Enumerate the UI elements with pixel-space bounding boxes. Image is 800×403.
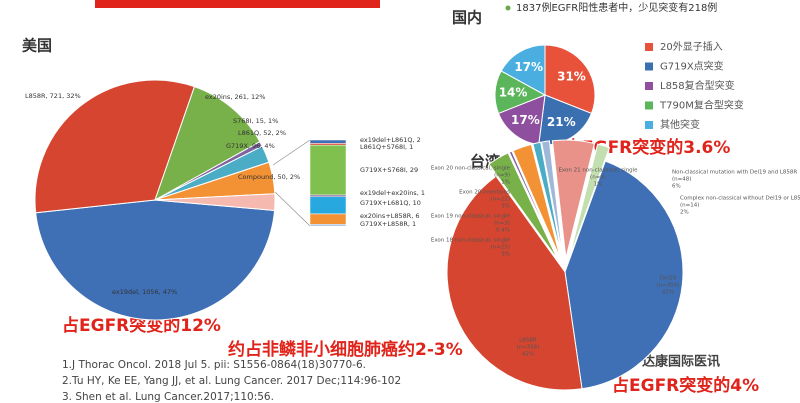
segment-label: ex19del+L861Q, 2	[360, 136, 421, 144]
reference: 1.J Thorac Oncol. 2018 Jul 5. pii: S1556…	[62, 359, 366, 371]
segment-label: G719X+L681Q, 10	[360, 199, 421, 207]
slice-label: ex20ins, 261, 12%	[205, 93, 265, 101]
slice-label: 17%	[511, 113, 540, 127]
slice-label: 1%	[501, 180, 510, 186]
pie-slice	[540, 140, 564, 259]
pie-slice	[488, 152, 559, 261]
slice-label: 21%	[547, 115, 576, 129]
segment-label: ex19del+ex20ins, 1	[360, 189, 425, 197]
legend-swatch	[645, 101, 653, 110]
reference: 2.Tu HY, Ke EE, Yang JJ, et al. Lung Can…	[62, 375, 401, 387]
slice-label: Del19	[660, 276, 677, 282]
legend-swatch	[645, 62, 653, 71]
slice-label: 6%	[672, 184, 681, 190]
slice-label: L858R, 721, 32%	[25, 92, 81, 100]
slice-label: G719X, 96, 4%	[226, 142, 275, 150]
slice-label: 2%	[680, 210, 689, 216]
bar-segment	[309, 143, 347, 146]
slice-label: 3%	[501, 252, 510, 258]
slice-label: 14%	[499, 85, 528, 99]
legend-swatch	[645, 121, 653, 129]
segment-label: ex20ins+L858R, 6	[360, 212, 420, 220]
slice-label: (n=3)	[494, 221, 510, 227]
connector	[272, 139, 311, 166]
slice-label: Exon 20 non-classical, single	[431, 166, 511, 172]
pie-slice	[154, 86, 261, 202]
segment-label: G719X+L858R, 1	[360, 220, 416, 228]
pie-slice	[35, 199, 276, 321]
slice-label: (n=25)	[491, 245, 510, 251]
slice-label: S768I, 15, 1%	[233, 117, 278, 125]
pie-slice	[34, 79, 196, 214]
segment-label: L861Q+S768I, 1	[360, 143, 413, 151]
slice-label: ex19del, 1056, 47%	[112, 288, 177, 296]
pie-slice	[532, 141, 563, 259]
header: 国内	[452, 9, 482, 27]
pie-slice	[551, 139, 596, 259]
legend-label: 20外显子插入	[660, 40, 723, 53]
bar-segment	[309, 144, 347, 196]
bar-segment	[309, 194, 347, 198]
pie-slice	[512, 143, 561, 259]
nsclc-share: 约占非鳞非小细胞肺癌约2-3%	[228, 339, 463, 360]
bar-segment	[309, 139, 347, 144]
slice-label: 1%	[594, 182, 603, 188]
slice-label: Exon 19 non-classical, single	[431, 214, 511, 220]
usa-share: 占EGFR突变的12%	[62, 315, 221, 336]
reference: 3. Shen et al. Lung Cancer.2017;110:56.	[62, 391, 274, 403]
slice-label: (n=354)	[657, 283, 680, 289]
slice-label: (n=356)	[517, 345, 540, 351]
slice-label: (n=22)	[491, 197, 510, 203]
legend-swatch	[645, 82, 653, 90]
slice-label: (n=9)	[494, 173, 510, 179]
pie-slice	[446, 175, 583, 391]
note: 1837例EGFR阳性患者中，少见突变有218例	[516, 1, 717, 14]
slice-label: Exon 20 insertions	[459, 190, 510, 196]
slice-label: Non-classical mutation with Del19 and L8…	[672, 170, 797, 176]
bullet	[505, 5, 511, 11]
slice-label: 0.4%	[496, 228, 510, 234]
pie-slice	[568, 143, 611, 259]
bar-segment	[309, 224, 347, 227]
pie-slice	[564, 160, 684, 390]
bar-segment	[309, 196, 347, 215]
slice-label: L861Q, 52, 2%	[238, 129, 286, 137]
legend-label: L858复合型突变	[660, 79, 735, 92]
slice-label: Compound, 50, 2%	[238, 173, 300, 181]
slice-label: 31%	[557, 70, 586, 84]
legend-label: 其他突变	[660, 118, 700, 131]
connectors	[272, 139, 311, 227]
taiwan-share: 占EGFR突变的4%	[612, 375, 759, 396]
legend-label: G719X点突变	[660, 60, 724, 73]
connector	[272, 189, 311, 227]
pie-slice	[500, 44, 546, 96]
slice-label: (n=9)	[590, 175, 606, 181]
slice-label: L858R	[519, 338, 537, 344]
slice-label: 3%	[501, 204, 510, 210]
pie-slice	[154, 193, 276, 212]
slice-label: (n=14)	[680, 203, 699, 209]
bar-segment	[309, 213, 347, 225]
slice-label: (n=48)	[672, 177, 691, 183]
legend-swatch	[645, 43, 653, 51]
slice-label: Exon 21 non-classical, single	[558, 168, 638, 174]
slice-label: 42%	[522, 352, 534, 358]
slice-label: 42%	[662, 290, 674, 296]
top-bar	[95, 0, 380, 8]
slice-label: 17%	[514, 60, 543, 74]
segment-label: G719X+S768I, 29	[360, 166, 418, 174]
usa-title: 美国	[22, 37, 52, 55]
legend-label: T790M复合型突变	[659, 99, 744, 112]
slice-label: Exon 18 non-classical, single	[431, 238, 511, 244]
pie-slice	[508, 150, 560, 260]
pie-slice	[544, 44, 596, 115]
slice-label: Complex non-classical without Del19 or L…	[680, 196, 800, 202]
